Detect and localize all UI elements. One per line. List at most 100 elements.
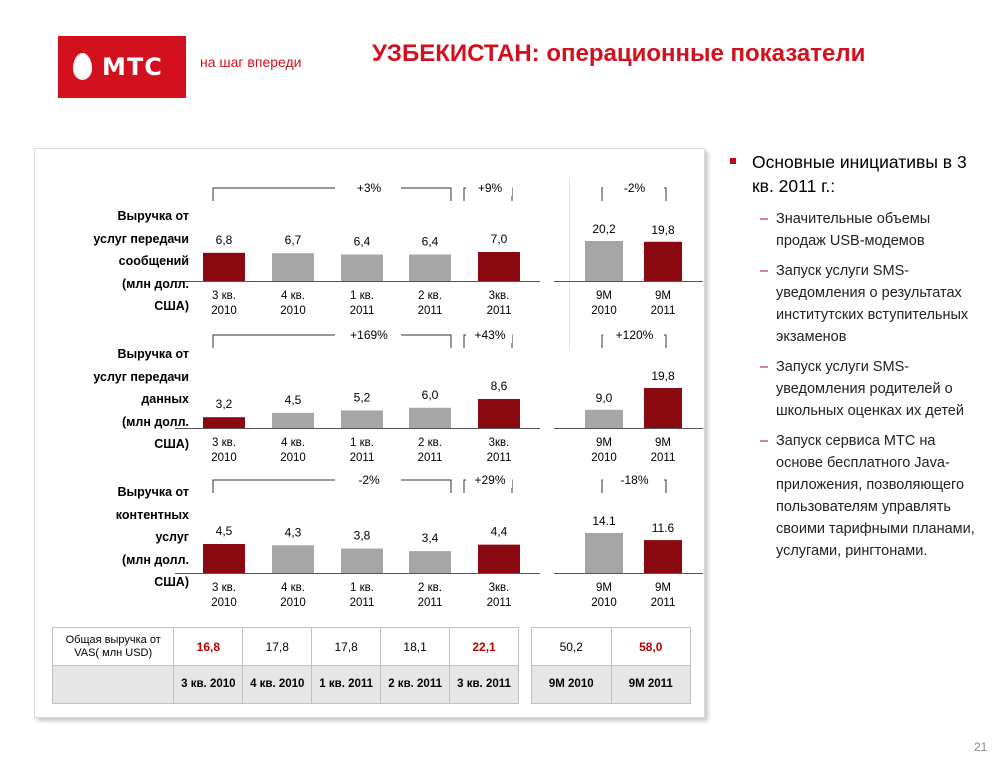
x-tick-label: 3кв. [489, 582, 510, 594]
x-tick-label: 1 кв. [350, 582, 374, 594]
bar-value-label: 4,5 [285, 393, 302, 407]
bar-value-label: 6,4 [422, 234, 439, 248]
table-value: 17,8 [311, 627, 382, 666]
label-line: данных [141, 392, 189, 406]
bar [272, 545, 314, 573]
bar [341, 548, 383, 573]
vas-table-9m: 50,2 58,0 9М 2010 9М 2011 [531, 627, 691, 704]
x-tick-label: 9М [655, 582, 671, 594]
section-label-content: Выручка от контентных услуг (млн долл. С… [71, 481, 189, 594]
bar-value-label: 3,2 [216, 397, 233, 411]
bar [341, 410, 383, 428]
growth-label: -2% [624, 181, 646, 195]
bar-value-label: 4,3 [285, 525, 302, 539]
table-value: 22,1 [449, 627, 519, 666]
list-item-text: Запуск услуги SMS-уведомления о результа… [776, 263, 969, 345]
label-line: (млн долл. [122, 552, 189, 567]
bar [409, 254, 451, 281]
initiatives-panel: Основные инициативы в 3 кв. 2011 г.: – Зн… [730, 150, 980, 570]
x-tick-label: 2011 [651, 452, 676, 464]
x-tick-label: 3кв. [489, 290, 510, 302]
table-value: 16,8 [173, 627, 244, 666]
table-value: 58,0 [610, 627, 691, 666]
bar-value-label: 6,4 [354, 234, 371, 248]
bar [203, 544, 245, 573]
growth-bracket [212, 334, 452, 348]
growth-label-bg [603, 327, 664, 343]
x-tick-label: 3 кв. [212, 437, 236, 449]
logo-text: МТС [102, 53, 163, 81]
list-item-text: Значительные объемы продаж USB-модемов [776, 211, 931, 249]
bar-value-label: 19,8 [651, 223, 675, 237]
table-value: 50,2 [531, 627, 612, 666]
slogan: на шаг впереди [200, 54, 302, 70]
x-tick-label: 2010 [280, 597, 306, 609]
x-tick-label: 9М [655, 437, 671, 449]
vas-table-quarters: Общая выручка от VAS( млн USD) 16,8 17,8… [51, 627, 519, 704]
table-value: 17,8 [242, 627, 313, 666]
bar-value-label: 9,0 [596, 391, 613, 405]
initiatives-heading-text: Основные инициативы в 3 кв. 2011 г.: [752, 152, 967, 196]
x-tick-label: 2011 [487, 305, 512, 317]
x-tick-label: 2011 [418, 305, 443, 317]
growth-bracket [212, 187, 452, 201]
table-period: 3 кв. 2011 [449, 665, 519, 704]
bar [203, 252, 245, 281]
x-tick-label: 2011 [418, 597, 443, 609]
label-line: Выручка от [117, 485, 189, 499]
table-value: 18,1 [380, 627, 451, 666]
x-tick-label: 2011 [651, 597, 676, 609]
dash-icon: – [760, 263, 769, 279]
charts-panel: 6,8 3 кв. 2010 6,7 4 кв. 2010 6,4 1 кв. 2011 6,4 2… [34, 148, 705, 718]
bullet-square-icon [730, 158, 736, 164]
list-item-text: Запуск услуги SMS-уведомления родителей … [776, 359, 964, 419]
table-empty-cell [51, 665, 175, 704]
growth-label-bg [335, 327, 401, 343]
x-tick-label: 2011 [651, 305, 676, 317]
bar-value-label: 3,8 [354, 529, 371, 543]
table-period: 4 кв. 2010 [242, 665, 313, 704]
x-tick-label: 2010 [280, 305, 306, 317]
charts-svg: 6,8 3 кв. 2010 6,7 4 кв. 2010 6,4 1 кв. 2011 6,4 2… [175, 180, 703, 609]
list-item: – Запуск услуги SMS-уведомления родителей… [730, 356, 980, 422]
x-tick-label: 2011 [418, 452, 443, 464]
bar [644, 540, 682, 573]
bar-value-label: 7,0 [491, 232, 508, 246]
bar-value-label: 14.1 [592, 514, 616, 528]
list-item: – Значительные объемы продаж USB-модемов [730, 208, 980, 252]
x-tick-label: 3 кв. [212, 582, 236, 594]
x-tick-label: 2 кв. [418, 290, 442, 302]
growth-label-bg [466, 180, 512, 196]
growth-bracket [212, 479, 452, 493]
x-tick-label: 4 кв. [281, 582, 305, 594]
x-tick-label: 2011 [487, 452, 512, 464]
dash-icon: – [760, 359, 769, 375]
growth-label-bg [335, 472, 401, 488]
x-tick-label: 2 кв. [418, 437, 442, 449]
separator-line [569, 179, 570, 349]
table-period: 3 кв. 2010 [173, 665, 244, 704]
table-period: 9М 2010 [531, 665, 612, 704]
growth-label-bg [335, 180, 401, 196]
bar [409, 551, 451, 573]
growth-label: +169% [350, 328, 388, 342]
label-line: услуг передачи [93, 369, 189, 384]
growth-label-bg [603, 472, 664, 488]
bar-value-label: 6,0 [422, 388, 439, 402]
x-tick-label: 2010 [211, 597, 237, 609]
dash-icon: – [760, 211, 769, 227]
table-caption: Общая выручка от VAS( млн USD) [51, 627, 175, 666]
initiatives-list: – Значительные объемы продаж USB-модемов … [730, 208, 980, 562]
x-tick-label: 2010 [211, 305, 237, 317]
x-tick-label: 3 кв. [212, 290, 236, 302]
bar [341, 254, 383, 281]
list-item-text: Запуск сервиса МТС на основе бесплатного… [776, 433, 975, 559]
bar-value-label: 3,4 [422, 531, 439, 545]
bar [585, 241, 623, 281]
initiatives-heading: Основные инициативы в 3 кв. 2011 г.: [730, 150, 980, 198]
bar [478, 544, 520, 573]
x-tick-label: 9М [596, 437, 612, 449]
label-line: (млн долл. [122, 414, 189, 429]
label-line: сообщений [118, 254, 189, 268]
label-line: Выручка от [117, 347, 189, 361]
